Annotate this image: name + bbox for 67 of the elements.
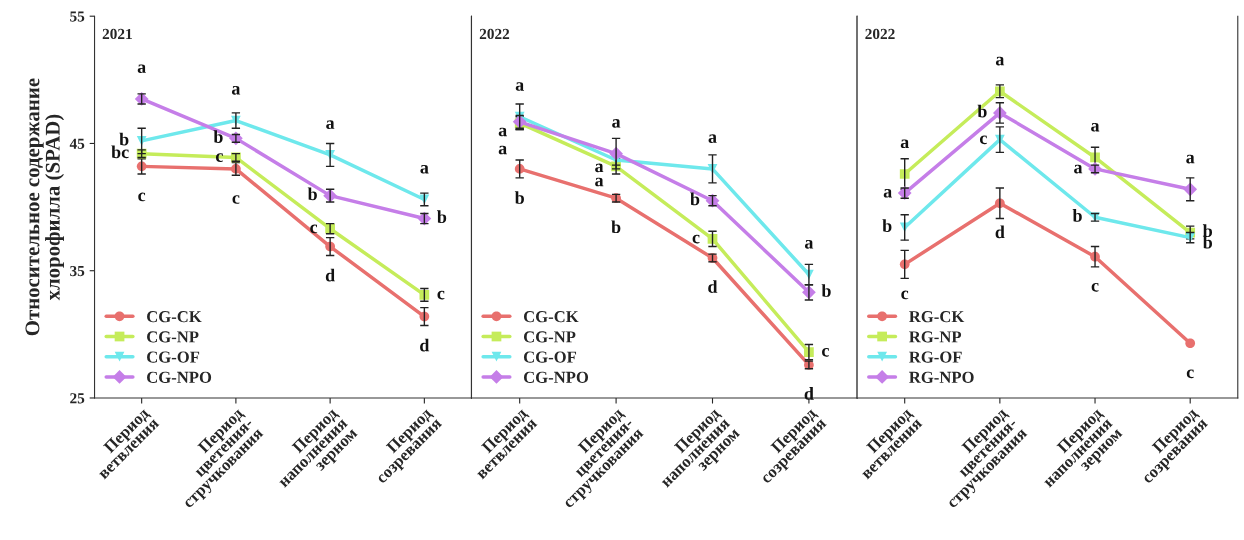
legend-label: CG-CK xyxy=(147,311,202,323)
annotation: a xyxy=(1074,164,1083,174)
y-tick-label: 25 xyxy=(70,393,85,404)
annotation: b xyxy=(882,219,892,232)
annotation: a xyxy=(804,240,814,249)
annotation: b xyxy=(611,220,621,234)
annotation: c xyxy=(822,348,829,357)
legend-label: RG-OF xyxy=(909,351,962,363)
y-axis-title: Относительное содержание хлорофилла (SPAD) xyxy=(25,78,64,336)
annotation: d xyxy=(420,338,430,352)
annotation: a xyxy=(900,139,909,149)
legend-label: CG-NPO xyxy=(147,371,212,383)
text: 2021 xyxy=(102,28,132,40)
annotation: bc xyxy=(111,145,129,159)
annotation: b xyxy=(1202,224,1213,238)
legend-label: CG-NP xyxy=(523,331,576,343)
annotation: c xyxy=(138,192,146,202)
annotation: a xyxy=(420,164,429,174)
annotation: a xyxy=(883,188,892,198)
legend-label: CG-OF xyxy=(523,351,577,363)
y-tick-label: 45 xyxy=(69,138,85,149)
annotation: a xyxy=(498,145,507,155)
y-tick-label: 55 xyxy=(70,11,85,22)
legend-label: CG-CK xyxy=(523,311,579,323)
annotation: b xyxy=(213,130,223,143)
annotation: a xyxy=(231,86,241,95)
annotation: c xyxy=(437,290,445,300)
annotation: a xyxy=(1186,154,1195,164)
annotation: b xyxy=(1072,209,1082,222)
legend-label: RG-NP xyxy=(909,331,962,343)
annotation: a xyxy=(137,64,146,74)
annotation: a xyxy=(595,163,604,173)
annotation: b xyxy=(977,104,987,118)
annotation: d xyxy=(325,268,335,282)
annotation: a xyxy=(708,134,717,144)
annotation: a xyxy=(326,120,335,130)
annotation: a xyxy=(515,82,524,91)
annotation: d xyxy=(995,225,1005,239)
y-tick-label: 35 xyxy=(70,265,85,277)
annotation: c xyxy=(232,195,240,204)
annotation: a xyxy=(595,177,604,187)
annotation: c xyxy=(1091,282,1099,292)
text: 2022 xyxy=(865,28,895,40)
annotation: a xyxy=(1091,122,1100,132)
annotation: a xyxy=(498,127,507,137)
annotation: a xyxy=(995,56,1005,66)
annotation: b xyxy=(690,192,700,206)
legend-label: RG-CK xyxy=(909,311,965,323)
annotation: b xyxy=(514,191,524,204)
legend-label: CG-NPO xyxy=(523,371,589,383)
annotation: b xyxy=(821,284,831,297)
annotation: c xyxy=(979,135,987,145)
annotation: a xyxy=(612,119,621,128)
annotation: b xyxy=(307,187,317,201)
legend-label: CG-NP xyxy=(147,331,199,343)
annotation: c xyxy=(901,290,909,300)
annotation: b xyxy=(119,132,129,146)
annotation: b xyxy=(437,210,447,224)
annotation: d xyxy=(804,387,814,400)
legend-label: CG-OF xyxy=(147,351,200,363)
legend-label: RG-NPO xyxy=(909,371,974,383)
annotation: c xyxy=(692,234,700,244)
annotation: c xyxy=(1186,369,1194,379)
text: 2022 xyxy=(479,28,510,40)
annotation: b xyxy=(1202,235,1213,249)
annotation: d xyxy=(708,280,718,293)
annotation: c xyxy=(310,224,318,234)
